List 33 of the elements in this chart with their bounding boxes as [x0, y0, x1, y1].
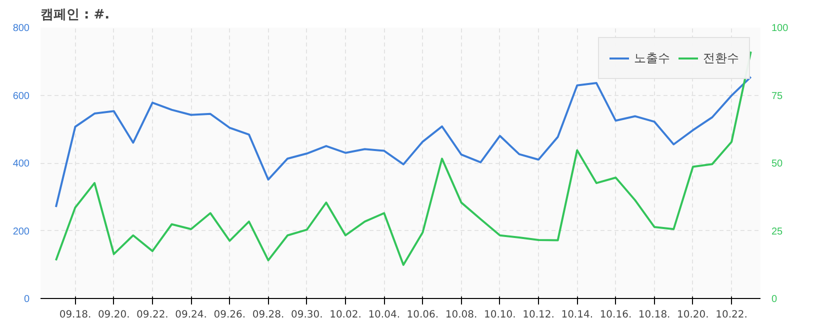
y2-tick-label: 0 — [772, 294, 778, 305]
x-tick-label: 10.20. — [677, 310, 709, 320]
x-tick-label: 09.24. — [175, 310, 207, 320]
x-tick-label: 09.26. — [214, 310, 246, 320]
chart-title: 캠페인 : #. — [40, 8, 110, 22]
legend-label: 전환수 — [703, 50, 739, 66]
x-tick-label: 10.04. — [368, 310, 400, 320]
legend-label: 노출수 — [634, 50, 670, 66]
x-tick-label: 10.06. — [406, 310, 439, 320]
x-tick-label: 10.18. — [638, 310, 670, 320]
y2-tick-label: 100 — [772, 23, 789, 34]
y-tick-label: 200 — [12, 226, 30, 238]
x-tick-label: 10.02. — [330, 310, 362, 320]
x-tick-label: 10.16. — [600, 310, 632, 320]
x-tick-label: 10.10. — [484, 310, 516, 320]
x-tick-label: 09.28. — [252, 310, 284, 320]
x-tick-label: 10.08. — [445, 310, 478, 320]
y-tick-label: 0 — [24, 294, 30, 305]
y2-tick-label: 50 — [772, 158, 784, 170]
x-tick-label: 10.14. — [561, 310, 594, 320]
x-tick-label: 09.30. — [290, 310, 323, 320]
x-tick-label: 09.20. — [98, 310, 130, 320]
x-tick-label: 09.22. — [136, 310, 168, 320]
y2-tick-label: 25 — [772, 226, 784, 238]
x-tick-label: 10.12. — [522, 310, 554, 320]
y-tick-label: 600 — [12, 90, 30, 102]
x-tick-label: 09.18. — [59, 310, 92, 320]
y-tick-label: 800 — [12, 23, 30, 34]
line-series — [54, 50, 752, 266]
y-tick-label: 400 — [12, 158, 30, 170]
line-series — [54, 76, 752, 208]
x-tick-label: 10.22. — [716, 310, 748, 320]
y2-tick-label: 75 — [772, 90, 784, 102]
